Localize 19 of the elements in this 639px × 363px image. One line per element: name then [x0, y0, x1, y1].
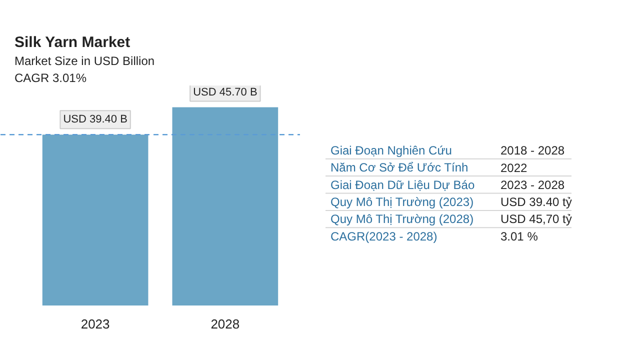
- chart-subtitle: Market Size in USD Billion: [14, 54, 155, 68]
- text: Giai Đoạn Nghiên Cứu: [330, 143, 452, 158]
- x-tick-label: 2023: [80, 316, 110, 332]
- text: Quy Mô Thị Trường (2023): [330, 194, 474, 209]
- text: USD 45,70 tỷ: [500, 212, 572, 226]
- data-label: USD 45.70 B: [193, 86, 258, 98]
- text: USD 39.40 tỷ: [500, 194, 572, 209]
- chart-title: Silk Yarn Market: [14, 34, 130, 51]
- text: 3.01 %: [500, 229, 538, 244]
- text: 2018 - 2028: [500, 143, 565, 158]
- x-tick-label: 2028: [210, 316, 240, 332]
- text: Quy Mô Thị Trường (2028): [330, 212, 474, 226]
- text: Giai Đoạn Dữ Liệu Dự Báo: [330, 178, 475, 192]
- data-label: USD 39.40 B: [63, 114, 128, 126]
- text: 2023 - 2028: [500, 178, 565, 192]
- text: 2022: [500, 161, 528, 176]
- text: CAGR 3.01%: [14, 71, 87, 85]
- text: CAGR(2023 - 2028): [330, 229, 438, 244]
- text: Năm Cơ Sở Để Ước Tính: [330, 160, 468, 175]
